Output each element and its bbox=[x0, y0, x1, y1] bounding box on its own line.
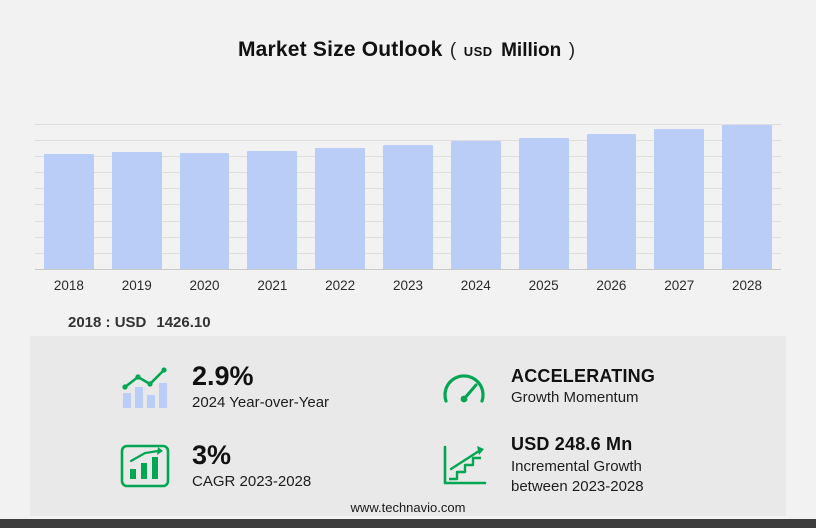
stat-momentum: ACCELERATING Growth Momentum bbox=[437, 350, 746, 423]
bar-2026 bbox=[586, 133, 637, 269]
speedometer-icon bbox=[437, 363, 491, 411]
stat-value-momentum: ACCELERATING bbox=[511, 365, 656, 386]
plot-area bbox=[35, 118, 781, 270]
x-tick-2022: 2022 bbox=[325, 278, 356, 293]
base-year-label: 2018 : USD bbox=[68, 314, 147, 331]
title-text: Market Size Outlook bbox=[237, 38, 443, 61]
title-paren-close: ) bbox=[568, 40, 576, 61]
stat-value-incremental: USD 248.6 Mn bbox=[511, 433, 633, 454]
bar-2021 bbox=[247, 151, 298, 269]
stat-cagr: 3% CAGR 2023-2028 bbox=[118, 429, 427, 502]
footer-bar bbox=[0, 519, 816, 528]
bar-2019 bbox=[111, 152, 162, 269]
bar-2022 bbox=[315, 148, 366, 269]
x-tick-2028: 2028 bbox=[732, 278, 763, 293]
bar-2023 bbox=[383, 145, 433, 269]
bar-2018 bbox=[44, 153, 94, 269]
title-unit: Million bbox=[501, 40, 562, 61]
market-size-bar-chart: 2018 2019 2020 2021 2022 2023 2024 2025 2026 2027… bbox=[35, 118, 781, 293]
gridline bbox=[35, 139, 781, 141]
x-tick-2018: 2018 bbox=[53, 278, 84, 293]
stats-panel: 2.9% 2024 Year-over-Year ACCELERATING Gr… bbox=[30, 336, 786, 516]
bar-2020 bbox=[179, 152, 230, 269]
page-title: Market Size Outlook ( USD Million ) bbox=[0, 38, 816, 62]
x-axis-labels: 2018 2019 2020 2021 2022 2023 2024 2025 2026 2027… bbox=[35, 278, 781, 293]
stat-value-cagr: 3% bbox=[192, 439, 232, 470]
x-tick-2024: 2024 bbox=[460, 278, 491, 293]
x-tick-2020: 2020 bbox=[189, 278, 220, 293]
stat-incremental: USD 248.6 Mn Incremental Growth between … bbox=[437, 429, 746, 502]
website-url: www.technavio.com bbox=[350, 500, 466, 515]
stat-value-yoy: 2.9% bbox=[192, 360, 254, 391]
title-paren-open: ( bbox=[449, 40, 457, 61]
bar-2028 bbox=[722, 124, 772, 269]
stat-label-yoy: 2024 Year-over-Year bbox=[192, 394, 330, 412]
stat-label-incremental: Incremental Growth between 2023-2028 bbox=[511, 458, 644, 495]
stat-label-cagr: CAGR 2023-2028 bbox=[192, 473, 312, 491]
base-year-value-annotation: 2018 : USD 1426.10 bbox=[68, 314, 211, 331]
yoy-trend-icon bbox=[118, 363, 172, 411]
stat-yoy: 2.9% 2024 Year-over-Year bbox=[118, 350, 427, 423]
bar-series bbox=[35, 118, 781, 269]
stat-label-momentum: Growth Momentum bbox=[511, 389, 639, 407]
incremental-growth-icon bbox=[437, 442, 491, 490]
gridline bbox=[35, 123, 781, 125]
x-tick-2019: 2019 bbox=[121, 278, 152, 293]
bar-2027 bbox=[654, 129, 705, 269]
bar-2025 bbox=[518, 137, 569, 269]
x-tick-2023: 2023 bbox=[392, 278, 423, 293]
x-tick-2021: 2021 bbox=[257, 278, 288, 293]
title-currency: USD bbox=[463, 44, 493, 59]
cagr-chart-icon bbox=[118, 442, 172, 490]
x-tick-2027: 2027 bbox=[664, 278, 695, 293]
bar-2024 bbox=[450, 141, 501, 269]
x-tick-2026: 2026 bbox=[596, 278, 627, 293]
x-tick-2025: 2025 bbox=[528, 278, 559, 293]
base-year-value: 1426.10 bbox=[156, 314, 211, 331]
